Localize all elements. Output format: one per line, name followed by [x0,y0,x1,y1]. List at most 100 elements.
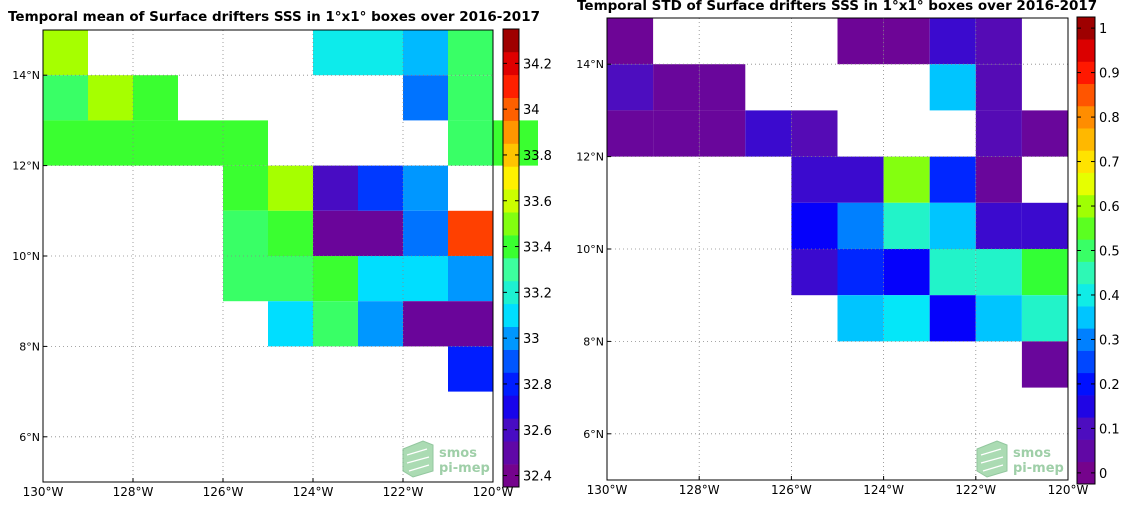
colorbar-tick-label: 33.6 [523,195,552,210]
grid-cell [883,295,930,342]
colorbar-tick-label: 0.6 [1099,200,1120,215]
colorbar-segment [1077,239,1095,262]
x-tick-label: 130°W [23,485,64,499]
colorbar-segment [1077,283,1095,307]
grid-cell [88,120,133,166]
grid-cell [133,120,178,166]
colorbar-tick-label: 0.9 [1099,67,1120,82]
colorbar-segment [503,349,519,373]
colorbar-segment [1077,105,1095,129]
grid-cell [358,301,403,347]
x-tick-label: 120°W [1048,483,1089,497]
x-tick-label: 122°W [383,485,424,499]
colorbar-segment [1077,39,1095,62]
colorbar-segment [1077,395,1095,418]
grid-cell [653,110,700,157]
grid-cell [975,202,1022,249]
grid-cell [883,202,930,249]
logo-text-smos: smos [439,446,477,461]
y-tick-label: 8°N [583,335,604,348]
colorbar-segment [503,303,519,327]
grid-cell [975,249,1022,296]
grid-cell [791,110,838,157]
x-tick-label: 122°W [955,483,996,497]
colorbar-tick-label: 0.2 [1099,378,1120,393]
grid-cell [403,165,448,211]
grid-cell [837,18,884,65]
grid-cell [223,256,268,302]
colorbar-segment [1077,328,1095,351]
grid-cell [1021,341,1068,388]
grid-cell [883,18,930,65]
mean-chart-title: Temporal mean of Surface drifters SSS in… [8,9,540,25]
colorbar-segment [503,97,519,121]
std-sss-map: 130°W 128°W 126°W 124°W 122°W 120°W 6°N 8°N 10°N… [576,16,1120,497]
colorbar-tick-label: 32.4 [523,470,552,485]
colorbar-tick-label: 0.7 [1099,156,1120,171]
colorbar-segment [1077,417,1095,440]
colorbar-segment [1077,61,1095,85]
grid-cell [313,30,358,76]
grid-cell [358,256,403,302]
grid-cell [403,30,448,76]
grid-cell [358,30,403,76]
colorbar-tick-label: 32.6 [523,424,552,439]
grid-cell [883,156,930,203]
colorbar-tick-label: 33.8 [523,149,552,164]
y-tick-label: 10°N [12,250,40,263]
grid-cell [448,256,493,302]
x-tick-label: 128°W [113,485,154,499]
colorbar-segment [503,326,519,350]
grid-cell [837,156,884,203]
colorbar-tick-label: 33 [523,332,540,347]
grid-cell [653,64,700,111]
colorbar-segment [503,189,519,213]
colorbar-segment [503,395,519,419]
colorbar-segment [503,258,519,282]
colorbar-segment [503,143,519,167]
grid-cell [133,75,178,121]
colorbar-segment [1077,439,1095,463]
logo-text-smos: smos [1013,446,1051,461]
logo-text-pi-mep: pi-mep [1013,461,1064,476]
grid-cell [358,165,403,211]
colorbar-segment [503,418,519,442]
colorbar-tick-label: 0.1 [1099,422,1120,437]
grid-cell [699,64,746,111]
colorbar-tick-label: 0.8 [1099,111,1120,126]
grid-cell [178,120,223,166]
colorbar-segment [503,120,519,144]
colorbar-tick-label: 33.2 [523,286,552,301]
grid-cell [607,18,654,65]
mean-panel: Temporal mean of Surface drifters SSS in… [0,0,560,506]
grid-cell [745,110,792,157]
colorbar-segment [1077,150,1095,173]
y-tick-label: 12°N [576,151,604,164]
std-chart-title: Temporal STD of Surface drifters SSS in … [577,0,1098,14]
grid-cell [448,301,493,347]
grid-cell [313,256,358,302]
grid-cell [268,301,313,347]
colorbar-segment [1077,217,1095,240]
grid-cell [403,256,448,302]
std-panel: Temporal STD of Surface drifters SSS in … [560,0,1127,506]
colorbar-segment [503,280,519,305]
grid-cell [929,295,976,342]
colorbar-segment [1077,372,1095,396]
grid-cell [699,110,746,157]
colorbar-tick-label: 33.4 [523,241,552,256]
grid-cell [43,30,88,76]
grid-cell [837,249,884,296]
colorbar-segment [503,51,519,76]
colorbar-tick-label: 0.5 [1099,245,1120,260]
colorbar-segment [503,29,519,53]
grid-cell [448,346,493,392]
grid-cell [43,120,88,166]
grid-cell [1021,202,1068,249]
grid-cell [929,64,976,111]
colorbar-segment [1077,17,1095,40]
grid-cell [403,301,448,347]
colorbar-tick-label: 34 [523,103,540,118]
